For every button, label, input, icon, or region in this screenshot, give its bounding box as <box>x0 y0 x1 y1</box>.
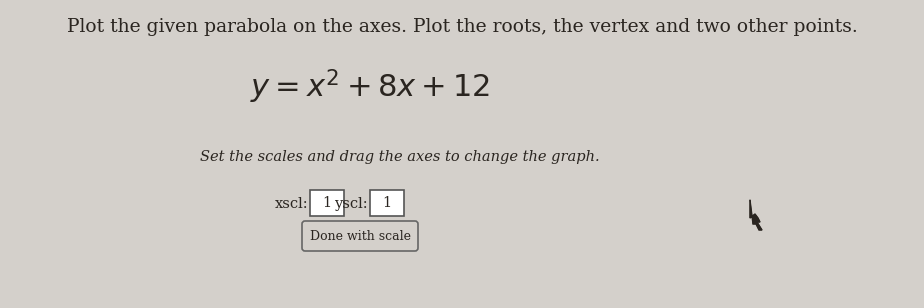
FancyBboxPatch shape <box>370 190 404 216</box>
Text: Done with scale: Done with scale <box>310 229 410 242</box>
Text: $y = x^2 + 8x + 12$: $y = x^2 + 8x + 12$ <box>249 68 490 107</box>
Text: 1: 1 <box>322 196 332 210</box>
Text: yscl:: yscl: <box>334 197 368 211</box>
Text: xscl:: xscl: <box>274 197 308 211</box>
Text: Plot the given parabola on the axes. Plot the roots, the vertex and two other po: Plot the given parabola on the axes. Plo… <box>67 18 857 36</box>
Text: 1: 1 <box>383 196 392 210</box>
Polygon shape <box>750 200 762 230</box>
Text: Set the scales and drag the axes to change the graph.: Set the scales and drag the axes to chan… <box>201 150 600 164</box>
FancyBboxPatch shape <box>302 221 418 251</box>
FancyBboxPatch shape <box>310 190 344 216</box>
